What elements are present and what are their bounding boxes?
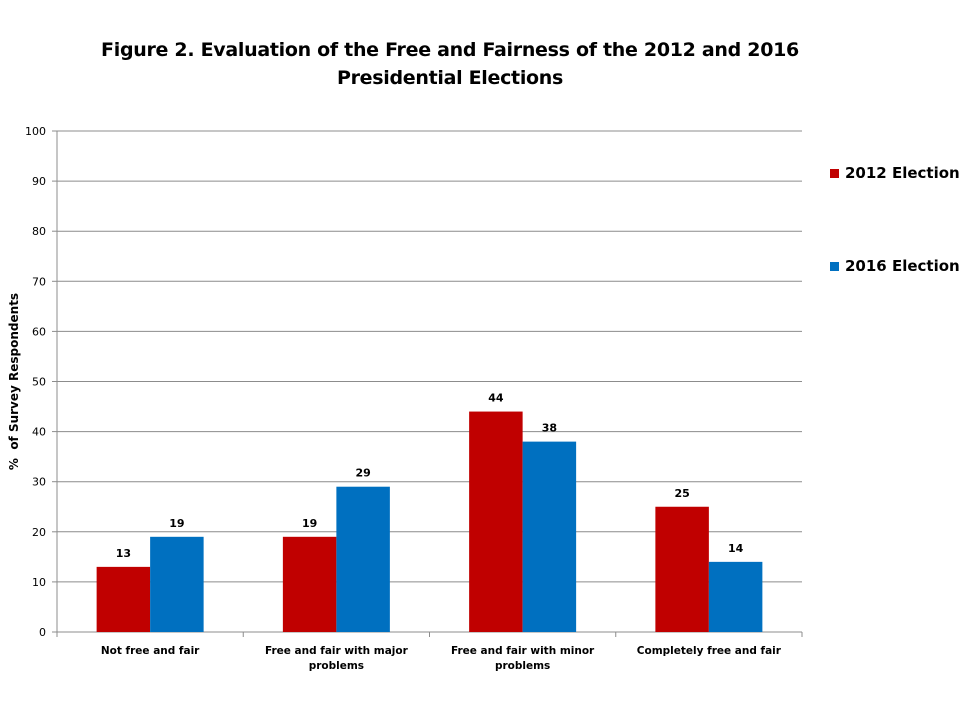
y-tick-label-70: 70 [32,275,46,288]
y-tick-label-20: 20 [32,526,46,539]
y-axis-label: % of Survey Respondents [7,293,21,470]
bar-2012-cat-2 [469,411,523,632]
y-tick-label-100: 100 [25,125,46,138]
y-tick-label-40: 40 [32,426,46,439]
y-tick-label-30: 30 [32,476,46,489]
bar-2016-cat-0 [150,536,204,632]
legend-item-2012: 2012 Election [830,164,960,182]
bar-2012-cat-3 [655,506,709,632]
data-label-2016-cat-2: 38 [542,422,557,435]
y-tick-label-10: 10 [32,576,46,589]
x-tick-label-cat-1-line-0: Free and fair with major [265,645,409,657]
y-tick-label-90: 90 [32,175,46,188]
data-label-2012-cat-0: 13 [116,547,131,560]
x-tick-label-cat-2-line-1: problems [495,660,550,672]
legend-label-2016: 2016 Election [845,257,960,275]
x-tick-label-cat-1-line-1: problems [309,660,364,672]
y-tick-label-60: 60 [32,325,46,338]
legend-swatch-2016 [830,261,839,271]
data-label-2012-cat-3: 25 [674,487,689,500]
legend-label-2012: 2012 Election [845,164,960,182]
x-tick-label-cat-3-line-0: Completely free and fair [637,645,782,657]
x-tick-label-cat-2-line-0: Free and fair with minor [451,645,595,657]
chart-title-line-2: Presidential Elections [336,67,564,89]
legend-swatch-2012 [830,168,839,178]
data-label-2016-cat-1: 29 [355,467,370,480]
y-tick-label-0: 0 [39,626,46,639]
bar-2012-cat-0 [96,566,151,632]
data-label-2016-cat-0: 19 [169,517,184,530]
bar-2016-cat-2 [522,441,577,632]
bar-2012-cat-1 [282,536,337,632]
data-label-2012-cat-1: 19 [302,517,317,530]
y-tick-label-50: 50 [32,376,46,389]
y-tick-label-80: 80 [32,225,46,238]
bar-2016-cat-3 [708,561,763,632]
chart-title: Figure 2. Evaluation of the Free and Fai… [0,36,900,92]
legend-item-2016: 2016 Election [830,257,960,275]
data-label-2016-cat-3: 14 [728,542,744,555]
chart-title-line-1: Figure 2. Evaluation of the Free and Fai… [101,39,799,61]
bar-2016-cat-1 [336,486,390,632]
x-tick-label-cat-0-line-0: Not free and fair [101,645,200,657]
data-label-2012-cat-2: 44 [488,392,504,405]
